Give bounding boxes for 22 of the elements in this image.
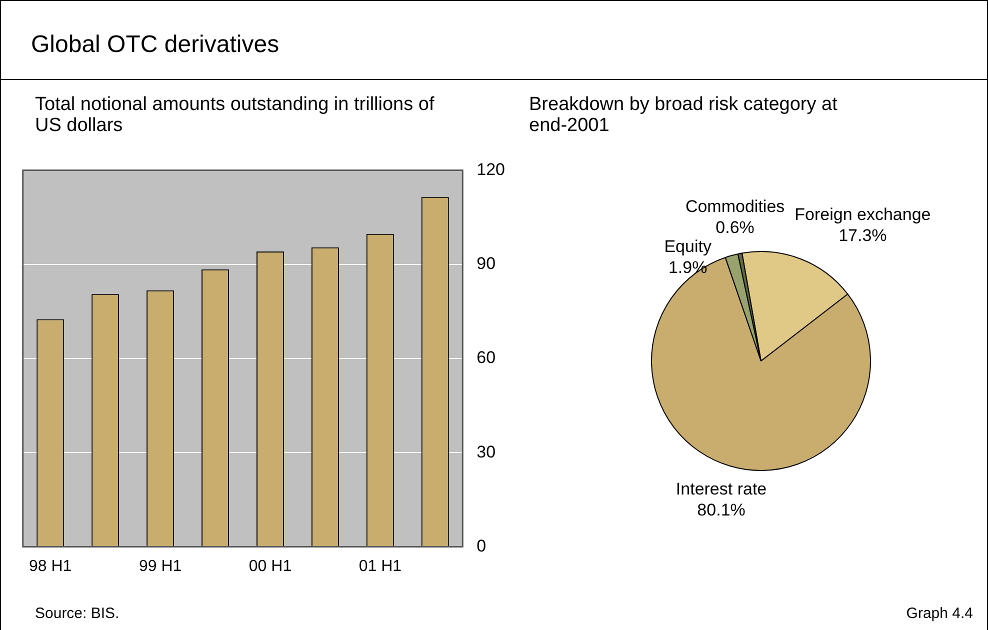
x-tick-label: 01 H1 — [358, 558, 402, 575]
chart-subtitle: Total notional amounts outstanding in trillions of US dollars — [35, 94, 436, 136]
slice-label: Foreign exchange — [794, 204, 931, 224]
y-tick-label: 0 — [476, 536, 486, 556]
y-tick-label: 30 — [476, 442, 496, 462]
y-tick-label: 90 — [476, 254, 496, 274]
data-label: 0.6% — [716, 218, 754, 237]
x-tick-label: 00 H1 — [248, 558, 292, 575]
data-label: 17.3% — [838, 226, 887, 245]
source-note: Source: BIS. — [35, 605, 120, 622]
x-tick-label: 98 H1 — [28, 558, 72, 575]
slice-label: Commodities — [685, 196, 785, 216]
chart-title: Breakdown by broad risk category at end-2001 — [529, 94, 838, 136]
chart-title: Global OTC derivatives — [31, 31, 280, 59]
data-label: 1.9% — [668, 258, 708, 277]
y-tick-label: 120 — [476, 160, 506, 179]
y-tick-label: 60 — [476, 348, 496, 368]
caption: Graph 4.4 — [906, 605, 973, 622]
slice-label: Interest rate — [676, 480, 767, 499]
x-tick-label: 99 H1 — [138, 558, 182, 575]
data-label: 80.1% — [697, 500, 746, 520]
slice-label: Equity — [664, 236, 712, 256]
